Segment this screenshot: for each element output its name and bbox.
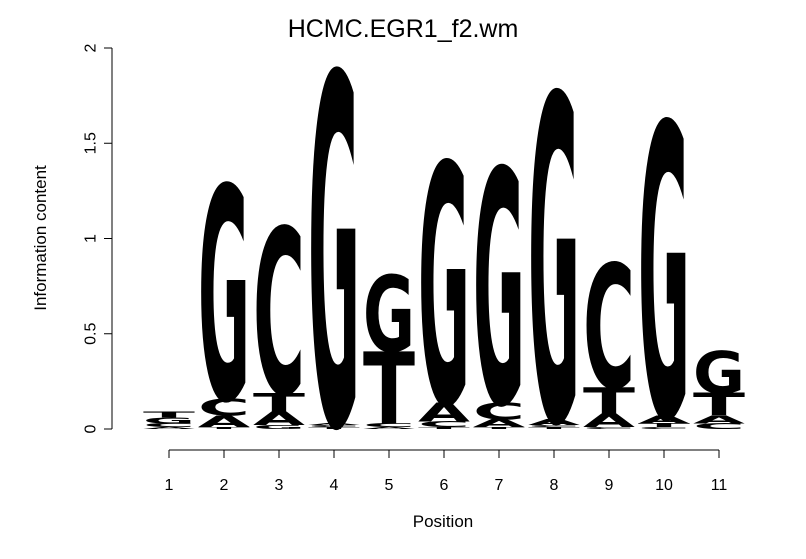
x-tick-label: 7 bbox=[495, 477, 504, 494]
x-tick-label: 4 bbox=[330, 477, 339, 494]
logo-letter-c: C bbox=[473, 398, 525, 425]
logo-letter-c: C bbox=[198, 394, 250, 421]
y-tick-label: 0.5 bbox=[83, 323, 100, 345]
logo-letter-g: G bbox=[473, 104, 525, 479]
x-tick-label: 3 bbox=[275, 477, 284, 494]
logo-letter-t: T bbox=[418, 427, 470, 430]
logo-letter-g: G bbox=[638, 43, 690, 511]
logo-letter-a: A bbox=[253, 408, 305, 430]
chart-title: HCMC.EGR1_f2.wm bbox=[288, 15, 519, 43]
x-axis: 1 2 3 4 5 6 7 8 9 10 11 bbox=[165, 449, 728, 494]
logo-letter-t: T bbox=[308, 427, 360, 430]
logo-letter-t: T bbox=[693, 387, 745, 424]
y-axis-label: Information content bbox=[31, 165, 50, 311]
logo-letter-a: A bbox=[473, 418, 525, 430]
logo-letter-g: G bbox=[693, 341, 745, 408]
logo-letter-t: T bbox=[253, 388, 305, 418]
logo-letter-c: C bbox=[308, 425, 360, 428]
x-tick-label: 5 bbox=[385, 477, 394, 494]
x-tick-label: 1 bbox=[165, 477, 174, 494]
logo-letter-g: G bbox=[253, 424, 305, 430]
logo-letter-a: A bbox=[638, 414, 690, 426]
y-tick-label: 1.5 bbox=[83, 132, 100, 154]
logo-letter-c: C bbox=[363, 422, 415, 428]
y-axis: 0 0.5 1 1.5 2 bbox=[83, 43, 113, 433]
logo-letter-t: T bbox=[143, 410, 195, 419]
x-tick-label: 11 bbox=[711, 477, 728, 494]
logo-letter-t: T bbox=[583, 381, 635, 423]
logo-letter-c: C bbox=[583, 229, 635, 427]
x-tick-label: 6 bbox=[440, 477, 449, 494]
logo-letter-c: C bbox=[528, 425, 580, 428]
y-tick-label: 0 bbox=[83, 424, 100, 433]
logo-letter-a: A bbox=[583, 410, 635, 432]
logo-letter-t: T bbox=[363, 331, 415, 447]
logo-letter-a: A bbox=[308, 423, 360, 426]
logo-letter-c: C bbox=[143, 422, 195, 428]
logo-letter-a: A bbox=[418, 398, 471, 428]
x-axis-label: Position bbox=[413, 512, 473, 531]
logo-letter-c: C bbox=[583, 427, 635, 430]
x-tick-label: 2 bbox=[220, 477, 229, 494]
logo-letter-g: G bbox=[198, 126, 250, 467]
logo-letter-a: A bbox=[693, 414, 745, 426]
logo-letter-g: G bbox=[528, 6, 580, 525]
x-tick-label: 8 bbox=[550, 477, 559, 494]
x-tick-label: 10 bbox=[655, 477, 673, 494]
y-tick-label: 2 bbox=[83, 43, 100, 52]
logo-letter-t: T bbox=[473, 427, 525, 430]
logo-letter-t: T bbox=[528, 427, 580, 430]
logo-letter-c: C bbox=[638, 427, 690, 430]
logo-letter-a: A bbox=[198, 413, 250, 431]
logo-letter-g: G bbox=[363, 255, 415, 376]
logo-letter-g: G bbox=[143, 416, 195, 425]
logo-letter-c: C bbox=[693, 422, 745, 431]
logo-letter-a: A bbox=[363, 427, 415, 430]
logo-letter-g: G bbox=[418, 97, 470, 480]
logo-letter-a: A bbox=[528, 418, 580, 427]
logo-letter-c: C bbox=[253, 182, 305, 447]
y-tick-label: 1 bbox=[83, 234, 100, 243]
logo-letter-t: T bbox=[198, 427, 250, 430]
logo-letter-t: T bbox=[638, 422, 690, 428]
logo-letter-c: C bbox=[418, 420, 470, 429]
logo-letter-a: A bbox=[143, 427, 195, 430]
logo-letter-g: G bbox=[308, 0, 360, 537]
x-tick-label: 9 bbox=[605, 477, 614, 494]
